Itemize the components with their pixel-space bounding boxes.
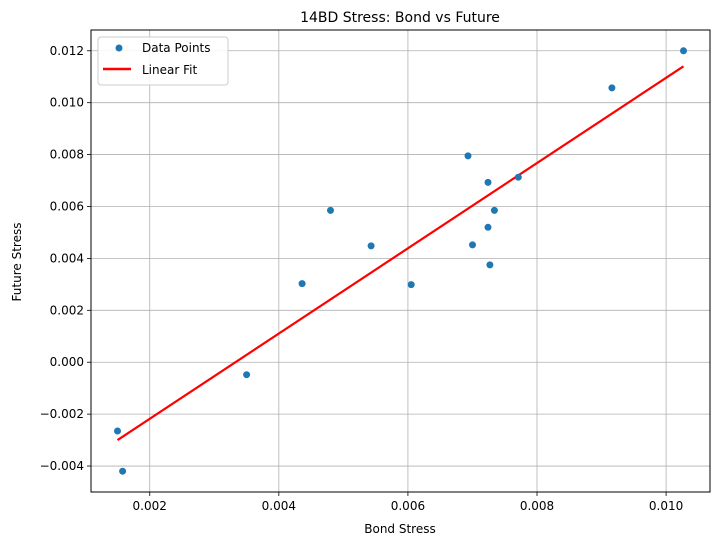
plot-frame <box>90 29 711 493</box>
y-tick-label: 0.012 <box>50 44 84 58</box>
y-tick-label: −0.004 <box>40 459 84 473</box>
fit-line-layer <box>116 65 685 442</box>
data-point <box>608 84 616 92</box>
y-tick-label: 0.010 <box>50 96 84 110</box>
data-point <box>367 242 375 250</box>
y-axis-ticks: −0.004 −0.002 0.000 0.002 0.004 0.006 0.008 0.0… <box>40 44 91 473</box>
y-tick-label: 0.004 <box>50 251 84 265</box>
x-tick-label: 0.008 <box>520 499 554 513</box>
x-tick-label: 0.006 <box>391 499 425 513</box>
data-point <box>119 467 127 475</box>
data-point <box>514 173 522 181</box>
chart-title: 14BD Stress: Bond vs Future <box>300 10 500 26</box>
data-point <box>486 261 494 269</box>
data-point <box>243 371 251 379</box>
x-tick-label: 0.002 <box>133 499 167 513</box>
y-tick-label: 0.008 <box>50 148 84 162</box>
data-point <box>464 152 472 160</box>
y-axis-title: Future Stress <box>10 223 24 302</box>
legend: Data Points Linear Fit <box>97 36 229 86</box>
legend-box <box>97 36 229 86</box>
data-points-layer <box>114 47 687 475</box>
y-tick-label: 0.002 <box>50 303 84 317</box>
data-point <box>114 427 121 435</box>
data-point <box>490 206 498 214</box>
y-tick-label: 0.000 <box>50 355 84 369</box>
data-point <box>327 206 334 214</box>
x-tick-label: 0.004 <box>262 499 296 513</box>
data-point <box>484 178 492 186</box>
grid-lines <box>91 30 710 492</box>
legend-marker-data-points <box>115 44 123 52</box>
y-tick-label: −0.002 <box>40 407 84 421</box>
data-point <box>298 280 306 288</box>
data-point <box>484 223 492 231</box>
legend-label-linear-fit: Linear Fit <box>142 63 197 77</box>
data-point <box>680 47 687 55</box>
x-axis-ticks: 0.002 0.004 0.006 0.008 0.010 <box>133 492 683 513</box>
legend-label-data-points: Data Points <box>142 41 211 55</box>
linear-fit-line <box>116 65 685 442</box>
data-point <box>407 281 415 289</box>
x-tick-label: 0.010 <box>649 499 683 513</box>
y-tick-label: 0.006 <box>50 199 84 213</box>
data-point <box>469 241 476 249</box>
x-axis-title: Bond Stress <box>364 522 436 536</box>
